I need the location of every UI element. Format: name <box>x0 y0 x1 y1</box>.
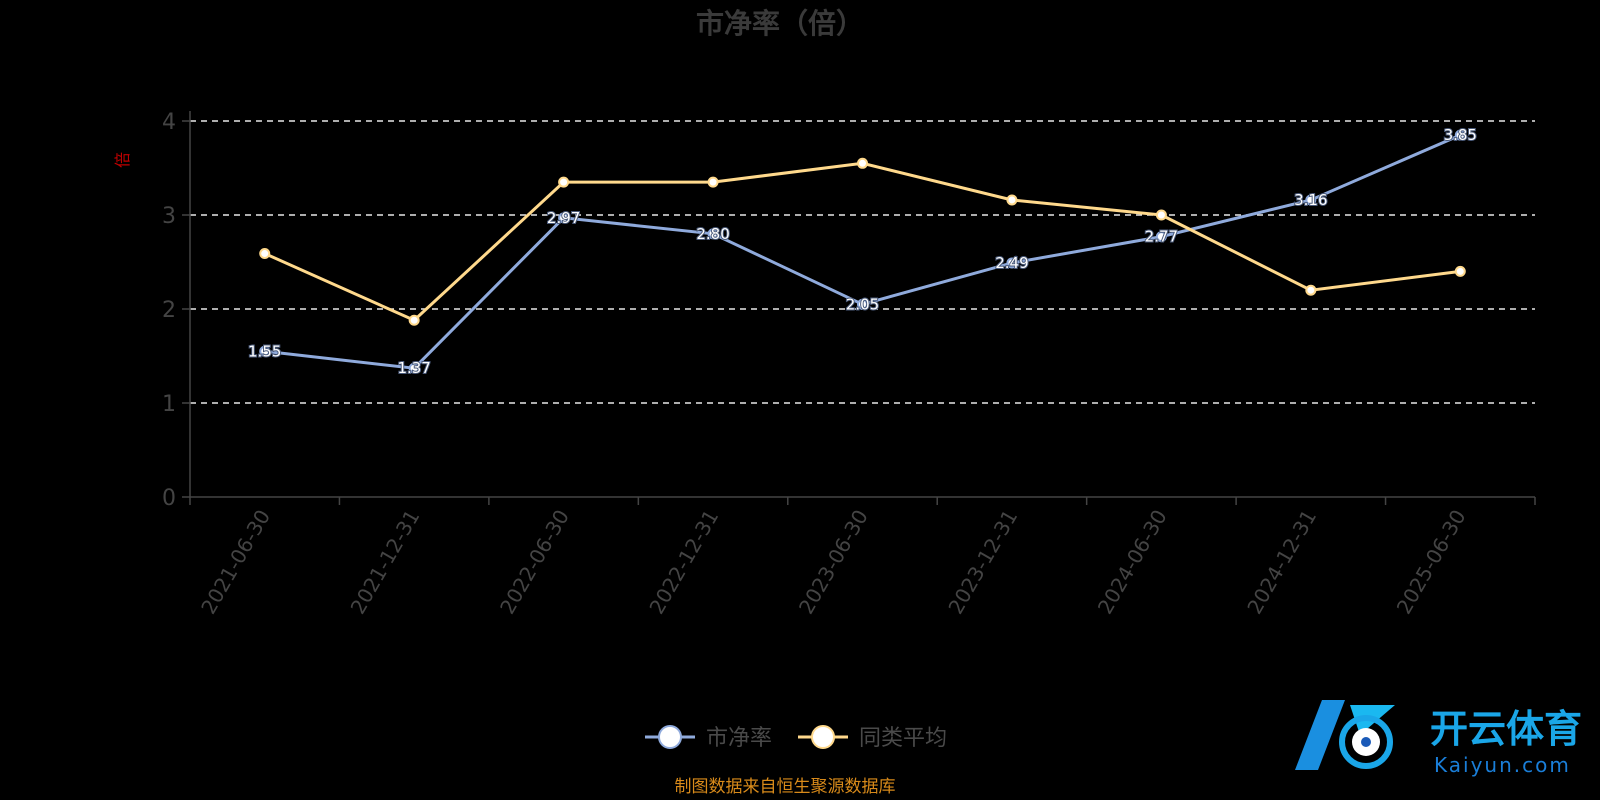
data-label: 1.37 <box>397 359 430 377</box>
x-tick-label: 2024-06-30 <box>1093 506 1172 619</box>
x-tick-label: 2022-06-30 <box>495 506 574 619</box>
x-tick-label: 2021-06-30 <box>196 506 275 619</box>
data-label: 2.05 <box>846 295 879 313</box>
y-tick-label: 1 <box>162 392 176 417</box>
data-point[interactable] <box>1006 194 1018 206</box>
watermark-logo: 开云体育 Kaiyun.com <box>1295 700 1582 777</box>
series-line <box>264 133 1461 370</box>
data-point[interactable] <box>408 362 420 374</box>
data-point[interactable] <box>1305 284 1317 296</box>
y-tick-label: 4 <box>162 110 176 135</box>
data-point[interactable] <box>1155 209 1167 221</box>
chart-title: 市净率（倍） <box>696 7 864 40</box>
data-point[interactable] <box>259 248 271 260</box>
watermark-cn: 开云体育 <box>1430 707 1582 751</box>
data-label: 3.85 <box>1444 126 1477 144</box>
data-label: 2.97 <box>547 209 580 227</box>
kaiyun-logo-icon <box>1295 700 1395 770</box>
data-point[interactable] <box>707 176 719 188</box>
data-point[interactable] <box>857 157 868 169</box>
data-point[interactable] <box>408 314 420 326</box>
legend-item-1[interactable]: 市净率 <box>645 725 772 751</box>
series-2 <box>259 157 1466 326</box>
data-point[interactable] <box>1454 265 1466 277</box>
data-point[interactable] <box>1155 231 1167 243</box>
data-point[interactable] <box>558 212 570 224</box>
legend-marker-icon <box>658 725 682 749</box>
x-tick-label: 2024-12-31 <box>1242 506 1321 619</box>
data-point[interactable] <box>1305 194 1317 206</box>
legend-marker-icon <box>811 725 835 749</box>
legend-label: 同类平均 <box>859 726 947 751</box>
x-tick-label: 2022-12-31 <box>644 506 723 619</box>
data-point[interactable] <box>558 176 570 188</box>
y-tick-label: 0 <box>162 486 176 511</box>
series-layer: 1.55 1.37 2.97 2.80 2.05 2.49 2.77 3.16 3.85 <box>247 125 1478 378</box>
data-label: 1.55 <box>248 342 281 360</box>
data-label: 2.77 <box>1145 228 1178 246</box>
data-point[interactable] <box>1454 129 1466 141</box>
y-axis-label: 倍 <box>113 152 132 168</box>
legend-label: 市净率 <box>706 726 772 751</box>
x-tick-label: 2025-06-30 <box>1392 506 1471 619</box>
x-tick-label: 2023-12-31 <box>943 506 1022 619</box>
data-point[interactable] <box>707 228 719 240</box>
data-point[interactable] <box>259 345 271 357</box>
data-label: 3.16 <box>1294 191 1327 209</box>
series-1: 1.55 1.37 2.97 2.80 2.05 2.49 2.77 3.16 3.85 <box>247 125 1478 378</box>
x-tick-label: 2023-06-30 <box>794 506 873 619</box>
legend-item-2[interactable]: 同类平均 <box>798 725 947 751</box>
data-point[interactable] <box>857 298 868 310</box>
x-tick-label: 2021-12-31 <box>346 505 425 618</box>
data-label: 2.80 <box>696 225 729 243</box>
y-tick-label: 2 <box>162 298 176 323</box>
data-point[interactable] <box>1006 257 1018 269</box>
data-label: 2.49 <box>995 254 1028 272</box>
source-note: 制图数据来自恒生聚源数据库 <box>675 777 896 797</box>
legend[interactable]: 市净率 同类平均 <box>645 725 947 751</box>
y-tick-label: 3 <box>162 204 176 229</box>
watermark-en: Kaiyun.com <box>1434 753 1571 777</box>
